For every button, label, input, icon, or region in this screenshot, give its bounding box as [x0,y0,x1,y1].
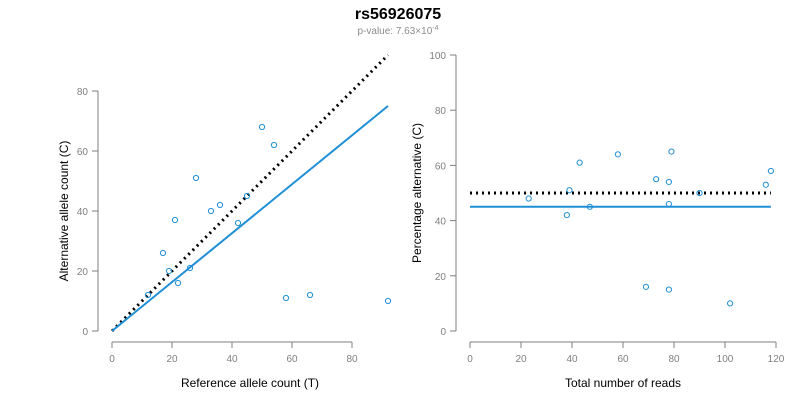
data-point [282,294,290,302]
chart-subtitle: p-value: 7.63×10-4 [357,25,438,37]
data-point [586,203,593,210]
data-point [665,200,673,208]
x-tick-label: 120 [768,354,785,365]
y-tick-label: 60 [77,147,89,158]
data-point [171,216,179,224]
y-tick-label: 60 [435,161,447,172]
subtitle-text: p-value: 7.63×10 [357,26,432,37]
data-point [174,279,182,287]
data-point [665,286,673,293]
x-tick-label: 100 [717,354,734,365]
x-tick-label: 0 [467,354,473,365]
x-tick-label: 20 [515,354,527,365]
data-point [767,167,775,175]
data-point [668,148,675,155]
y-axis-label: Percentage alternative (C) [410,123,424,263]
y-tick-label: 80 [77,87,89,98]
fit-line [111,105,389,332]
data-point [216,201,224,209]
x-axis-label: Reference allele count (T) [181,376,319,390]
y-tick-label: 20 [435,272,447,283]
data-point [563,211,571,219]
percentage-scatter-panel: 0 20 40 60 80 100 120 0 20 40 60 80 100 Total number … [410,51,785,390]
x-tick-label: 60 [617,354,629,365]
data-point [576,159,583,166]
data-point [696,189,703,197]
data-point [159,249,167,257]
x-tick-label: 40 [566,354,578,365]
y-tick-label: 40 [435,217,447,228]
y-tick-label: 0 [440,327,446,338]
data-point [727,300,734,307]
y-tick-label: 100 [429,51,446,62]
subtitle-exponent: -4 [432,25,438,32]
data-point [653,176,660,183]
x-tick-label: 80 [346,354,358,365]
data-point [306,291,314,299]
data-point [243,192,251,200]
x-tick-label: 40 [226,354,238,365]
data-point [642,283,650,290]
x-tick-label: 20 [166,354,178,365]
allele-count-scatter-panel: 0 20 40 60 80 0 20 40 60 80 Reference allele count… [57,53,392,390]
data-point [384,297,392,305]
x-tick-label: 0 [109,354,115,365]
y-tick-label: 20 [77,267,89,278]
data-point [525,195,532,202]
data-point [258,123,266,131]
y-tick-label: 40 [77,207,89,218]
data-point [165,267,173,275]
x-axis-label: Total number of reads [565,376,681,390]
data-point [762,181,769,188]
data-point [186,264,194,272]
data-point [234,219,242,227]
data-point [144,291,152,299]
data-point [665,178,673,186]
data-point [614,151,622,158]
x-tick-label: 60 [286,354,298,365]
y-tick-label: 0 [82,327,88,338]
reference-line [110,53,390,333]
data-point [566,187,573,194]
chart-title: rs56926075 [355,6,441,23]
y-axis-label: Alternative allele count (C) [57,141,71,282]
data-point [270,141,278,149]
data-point [192,174,200,182]
y-tick-label: 80 [435,106,447,117]
data-point [207,207,215,215]
x-tick-label: 80 [668,354,680,365]
